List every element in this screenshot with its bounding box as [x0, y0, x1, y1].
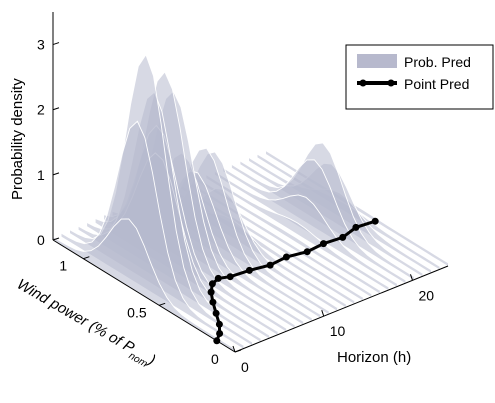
horizon-tick-label: 0	[241, 359, 249, 375]
point-pred-marker	[226, 273, 234, 281]
surface-contour	[231, 142, 415, 277]
point-pred-marker	[339, 233, 347, 241]
legend-prob-label: Prob. Pred	[404, 54, 471, 70]
x-axis-title-sub: nom	[127, 351, 149, 370]
point-pred-marker	[216, 330, 224, 337]
y-tick-label: 1	[37, 167, 45, 183]
y-tick-label: 2	[37, 102, 45, 118]
point-pred-marker	[320, 240, 327, 248]
horizon-tick	[410, 274, 413, 281]
surface-contour	[206, 174, 389, 288]
point-prediction-series	[207, 217, 379, 345]
point-pred-marker	[212, 309, 220, 317]
point-pred-marker	[266, 261, 274, 269]
y-tick	[52, 237, 60, 241]
point-pred-marker	[208, 280, 216, 288]
x-axis-title-main: Wind power (% of P	[14, 276, 137, 357]
legend: Prob. Pred Point Pred	[345, 44, 494, 110]
point-pred-marker	[371, 217, 379, 225]
horizon-tick	[232, 345, 236, 353]
x-tick-label: 0	[211, 351, 219, 367]
y-tick	[52, 107, 60, 111]
surface-contour	[61, 120, 244, 346]
point-pred-marker	[303, 248, 311, 256]
surface-slice	[206, 174, 389, 291]
point-pred-marker	[282, 253, 290, 261]
legend-prob-swatch	[357, 54, 397, 68]
horizon-axis-title: Horizon (h)	[337, 349, 411, 366]
x-tick	[234, 349, 242, 353]
y-tick-label: 3	[37, 37, 45, 53]
horizon-tick-label: 20	[419, 287, 435, 303]
y-tick	[52, 172, 60, 176]
horizon-tick-label: 10	[330, 323, 346, 339]
y-tick	[52, 42, 60, 46]
point-pred-marker	[215, 320, 223, 328]
surface-contour	[52, 218, 236, 350]
x-tick	[159, 302, 166, 306]
point-pred-marker	[209, 298, 217, 306]
legend-point-marker-2	[387, 79, 395, 87]
horizon-tick	[321, 310, 325, 317]
surface-contour	[265, 150, 449, 264]
surface-slice	[197, 178, 380, 294]
point-pred-marker	[213, 337, 221, 345]
x-tick-label: 0.5	[127, 304, 147, 320]
point-pred-marker	[245, 266, 253, 274]
legend-point-marker-1	[359, 79, 367, 87]
surface-contour	[223, 159, 406, 281]
point-pred-marker	[352, 223, 360, 231]
point-pred-marker	[207, 288, 215, 296]
surface-contour	[214, 171, 398, 284]
surface-slice	[70, 54, 252, 346]
surface-slice	[53, 219, 235, 352]
x-tick-label: 1	[59, 258, 67, 274]
point-pred-marker	[214, 274, 222, 282]
legend-point-label: Point Pred	[404, 76, 469, 92]
probability-surface	[52, 53, 449, 352]
y-tick-label: 0	[37, 232, 45, 248]
surface-slice	[61, 121, 244, 349]
y-axis-title: Probability density	[9, 78, 26, 200]
x-tick	[83, 256, 90, 260]
